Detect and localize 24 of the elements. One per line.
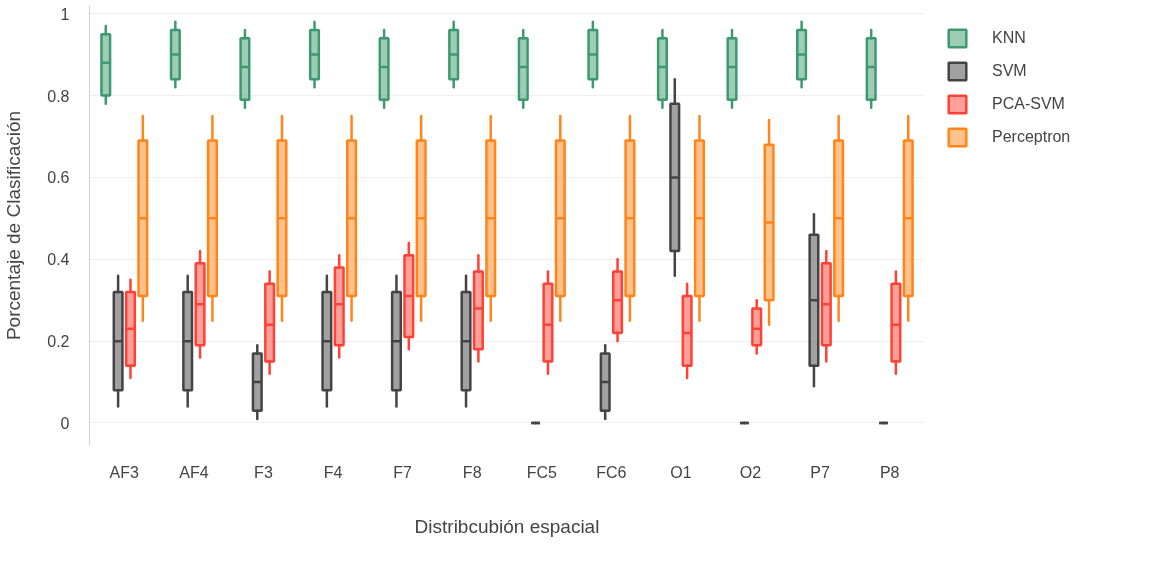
y-tick-label: 0.2 [47, 333, 70, 351]
x-tick-label: P7 [810, 463, 831, 481]
legend-label: KNN [992, 28, 1026, 48]
x-tick-label: O1 [670, 463, 692, 481]
x-tick-label: F4 [323, 463, 343, 481]
y-tick-label: 0.4 [47, 251, 70, 269]
x-tick-label: F7 [393, 463, 413, 481]
x-tick-label: FC5 [526, 463, 558, 481]
y-axis-title: Porcentaje de Clasificación [3, 110, 25, 341]
x-tick-label: AF3 [109, 463, 140, 481]
legend-label: SVM [992, 61, 1027, 81]
legend-label: Perceptron [992, 127, 1071, 147]
x-tick-label: F3 [254, 463, 273, 481]
x-tick-label: AF4 [179, 463, 209, 481]
legend-label: PCA-SVM [992, 94, 1065, 114]
x-tick-label: P8 [879, 463, 900, 481]
y-tick-label: 0 [60, 414, 70, 432]
x-tick-label: F8 [462, 463, 482, 481]
y-tick-label: 0.8 [47, 87, 70, 105]
x-axis-title: Distribcubión espacial [414, 515, 600, 537]
y-tick-label: 1 [60, 5, 70, 23]
x-tick-label: FC6 [596, 463, 627, 481]
y-tick-label: 0.6 [47, 169, 70, 187]
x-tick-label: O2 [739, 463, 762, 481]
